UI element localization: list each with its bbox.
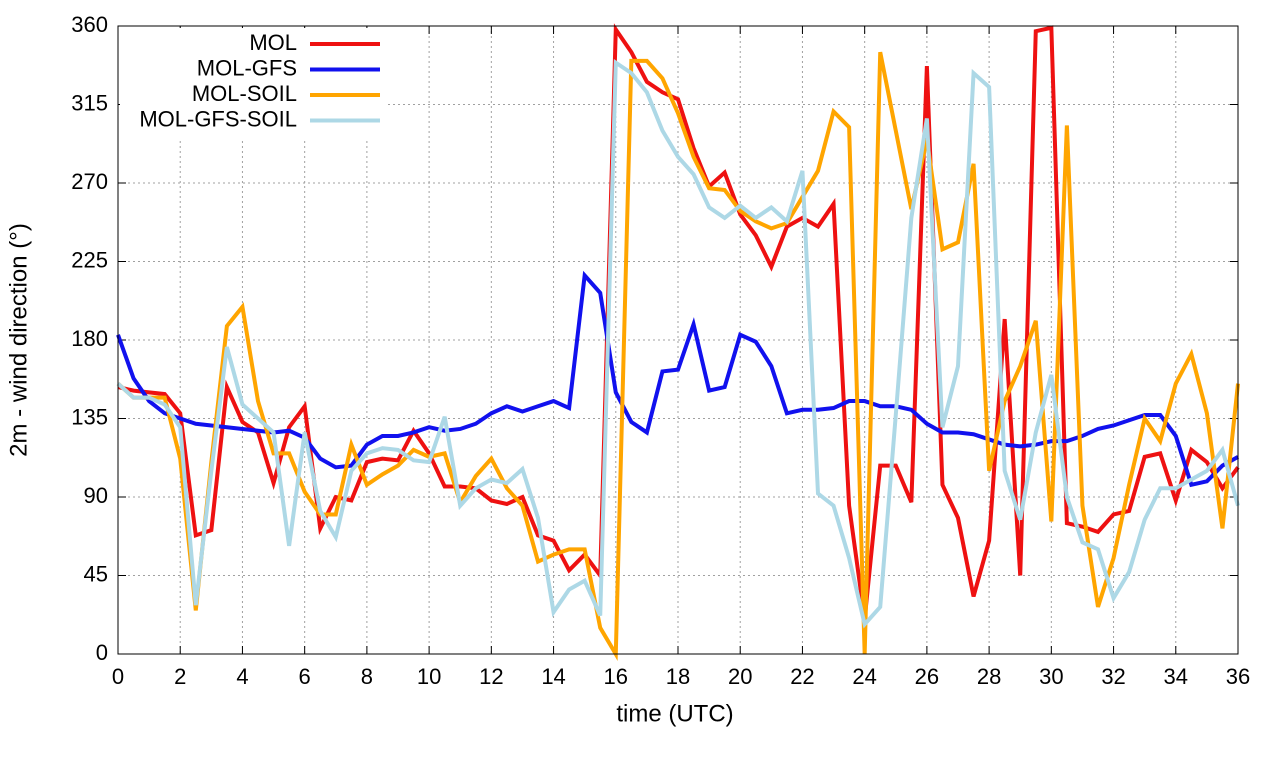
- x-tick-label: 22: [790, 664, 814, 689]
- y-tick-label: 270: [71, 169, 108, 194]
- x-tick-label: 26: [915, 664, 939, 689]
- x-tick-label: 10: [417, 664, 441, 689]
- x-tick-label: 32: [1101, 664, 1125, 689]
- y-axis-label: 2m - wind direction (°): [5, 223, 32, 457]
- x-tick-label: 4: [236, 664, 248, 689]
- x-tick-label: 14: [541, 664, 565, 689]
- x-tick-label: 8: [361, 664, 373, 689]
- series-line: [116, 58, 1240, 629]
- x-tick-label: 34: [1164, 664, 1188, 689]
- x-tick-label: 6: [299, 664, 311, 689]
- legend-label: MOL-GFS-SOIL: [139, 106, 297, 131]
- series-line: [116, 51, 1240, 661]
- plot-frame: [117, 25, 1239, 655]
- y-tick-label: 135: [71, 404, 108, 429]
- x-tick-label: 30: [1039, 664, 1063, 689]
- x-tick-label: 36: [1226, 664, 1250, 689]
- y-tick-label: 315: [71, 90, 108, 115]
- x-axis-label: time (UTC): [616, 700, 733, 727]
- x-tick-label: 18: [666, 664, 690, 689]
- x-tick-label: 28: [977, 664, 1001, 689]
- legend-label: MOL-GFS: [197, 55, 297, 80]
- y-tick-label: 45: [84, 561, 108, 586]
- y-tick-label: 360: [71, 12, 108, 37]
- x-tick-label: 16: [604, 664, 628, 689]
- x-tick-label: 12: [479, 664, 503, 689]
- y-tick-label: 90: [84, 483, 108, 508]
- x-tick-label: 0: [112, 664, 124, 689]
- x-tick-label: 2: [174, 664, 186, 689]
- series-line: [117, 23, 1240, 620]
- y-tick-label: 180: [71, 326, 108, 351]
- y-tick-label: 225: [71, 247, 108, 272]
- y-tick-label: 0: [96, 640, 108, 665]
- legend-label: MOL: [249, 30, 297, 55]
- x-tick-label: 24: [852, 664, 876, 689]
- legend-label: MOL-SOIL: [192, 81, 297, 106]
- x-tick-label: 20: [728, 664, 752, 689]
